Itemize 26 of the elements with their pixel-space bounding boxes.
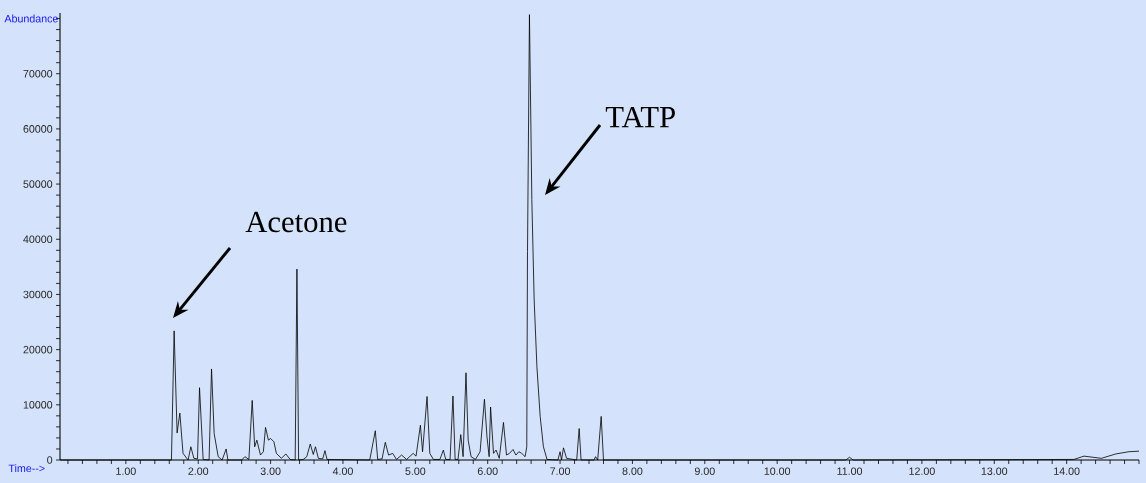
y-tick-label: 50000 <box>23 180 53 188</box>
x-tick-label: 4.00 <box>332 467 353 475</box>
x-tick-label: 5.00 <box>405 467 426 475</box>
y-axis-title: Abundance <box>4 14 58 23</box>
x-tick-label: 2.00 <box>188 467 209 475</box>
y-tick-label: 70000 <box>23 69 53 78</box>
x-tick-label: 3.00 <box>260 467 281 475</box>
y-tick-label: 20000 <box>23 345 53 354</box>
y-tick-label: 60000 <box>23 125 53 133</box>
x-tick-label: 12.00 <box>909 467 935 475</box>
y-tick-label: 40000 <box>23 235 53 244</box>
x-axis-title: Time--> <box>8 464 45 473</box>
x-tick-label: 8.00 <box>622 467 643 475</box>
x-tick-label: 1.00 <box>116 467 136 475</box>
x-tick-label: 10.00 <box>764 467 791 475</box>
x-tick-label: 9.00 <box>694 467 715 475</box>
x-tick-label: 11.00 <box>837 467 863 475</box>
y-tick-label: 30000 <box>23 290 53 299</box>
y-tick-label: 10000 <box>23 401 53 409</box>
annotation: TATP <box>605 106 675 128</box>
x-tick-label: 7.00 <box>550 467 571 475</box>
y-tick-label: 0 <box>47 456 53 464</box>
annotation: Acetone <box>245 211 347 233</box>
x-tick-label: 6.00 <box>477 467 498 475</box>
x-tick-label: 13.00 <box>981 467 1008 475</box>
x-tick-label: 14.00 <box>1054 467 1080 475</box>
